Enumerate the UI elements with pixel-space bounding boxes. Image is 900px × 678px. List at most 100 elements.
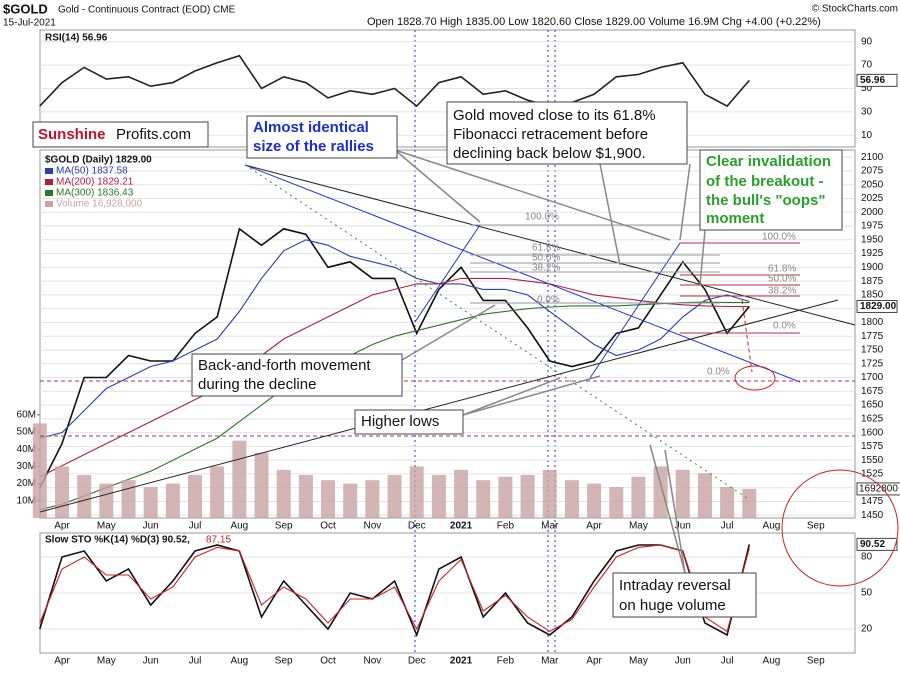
arrow — [599, 163, 621, 266]
x-tick-label: Aug — [230, 656, 248, 667]
volume-bar — [720, 487, 735, 518]
x-tick-label: Jun — [143, 656, 159, 667]
annotation: Gold moved close to its 61.8% — [453, 107, 656, 124]
annotation: declining back below $1,900. — [453, 145, 646, 162]
series-line — [39, 227, 750, 489]
x-tick-label: Jul — [721, 521, 734, 532]
x-tick-label: Feb — [497, 521, 515, 532]
x-tick-label: Sep — [275, 656, 293, 667]
target-circle — [734, 365, 776, 391]
series-line — [39, 544, 750, 633]
y2-tick-label: 20M — [17, 478, 36, 489]
y-tick-label: 90 — [861, 36, 873, 47]
x-tick-label: Jul — [189, 656, 202, 667]
volume-bar — [476, 480, 491, 518]
annotation: moment — [706, 210, 764, 227]
annotation-box — [699, 149, 843, 231]
trend-line — [414, 224, 481, 323]
annotation: Back-and-forth movement — [198, 357, 371, 374]
arrow — [462, 375, 601, 416]
volume-bar — [542, 469, 557, 518]
annotations: Sunshine Profits.com Almost identical si… — [32, 101, 843, 618]
arrow — [394, 149, 671, 241]
y-tick-label: 10 — [861, 130, 873, 141]
arrow — [394, 149, 481, 223]
y-tick-label: 2000 — [861, 207, 884, 218]
x-tick-label: May — [97, 521, 116, 532]
annotation-box — [246, 115, 398, 159]
y-tick-label: 2025 — [861, 193, 884, 204]
fib-label: 50.0% — [768, 274, 796, 285]
volume-bar — [697, 473, 712, 518]
header: $GOLD Gold - Continuous Contract (EOD) C… — [3, 1, 898, 28]
x-tick-label: Jul — [721, 656, 734, 667]
volume-bar — [675, 469, 690, 518]
trend-line — [244, 164, 801, 383]
panel-title: RSI(14) 56.96 — [45, 33, 108, 44]
volume-bar — [121, 480, 136, 518]
y-tick-label: 50 — [861, 588, 873, 599]
annotation-box — [446, 101, 688, 165]
y-tick-label: 70 — [861, 60, 873, 71]
volume-bar — [143, 487, 158, 518]
x-tick-label: Jun — [675, 656, 691, 667]
y-tick-label: 1775 — [861, 331, 884, 342]
y2-tick-label: 30M — [17, 461, 36, 472]
volume-bar — [498, 476, 513, 518]
x-tick-label: Aug — [230, 521, 248, 532]
fib-label: 61.8% — [532, 243, 560, 254]
last-value-box — [856, 299, 898, 313]
series-line — [39, 54, 750, 108]
fib-label: 100.0% — [762, 232, 796, 243]
volume-bar — [343, 483, 358, 518]
last-volume: 1692800 — [859, 484, 898, 495]
volume-bar — [631, 476, 646, 518]
x-tick-label: Jun — [675, 521, 691, 532]
x-tick-label: Oct — [320, 656, 336, 667]
x-tick-label: Aug — [763, 656, 781, 667]
fib-label: 38.2% — [768, 286, 796, 297]
volume-bar — [365, 480, 380, 518]
volume-bar — [387, 475, 402, 518]
panel-title-value: 87.15 — [206, 535, 231, 546]
annotation: on huge volume — [619, 597, 726, 614]
y-tick-label: 30 — [861, 107, 873, 118]
quote: Open 1828.70 High 1835.00 Low 1820.60 Cl… — [367, 16, 821, 28]
x-tick-label: May — [629, 656, 648, 667]
volume-bar — [32, 423, 47, 518]
projection-line — [741, 299, 753, 373]
volume-bar — [742, 488, 757, 518]
y-tick-label: 1475 — [861, 496, 884, 507]
annotation-box — [612, 572, 757, 618]
x-tick-label: Jun — [143, 521, 159, 532]
x-tick-label: Dec — [408, 656, 426, 667]
volume-bar — [232, 440, 247, 518]
legend-label: Volume 16,928,000 — [56, 199, 143, 210]
volume-bar — [454, 469, 469, 518]
trend-line — [244, 164, 856, 326]
x-tick-label: Nov — [363, 521, 381, 532]
y-tick-label: 1850 — [861, 290, 884, 301]
y-tick-label: 20 — [861, 624, 873, 635]
y-tick-label: 50 — [861, 83, 873, 94]
trend-line — [39, 299, 839, 513]
annotation: Fibonacci retracement before — [453, 126, 648, 143]
fib-label: 61.8% — [768, 264, 796, 275]
x-tick-label: Sep — [275, 521, 293, 532]
x-tick-label: May — [629, 521, 648, 532]
volume-bar — [254, 452, 269, 518]
annotation: Clear invalidation — [706, 153, 831, 170]
annotation: the bull's "oops" — [706, 192, 825, 209]
volume-bar — [431, 475, 446, 518]
y-tick-label: 1650 — [861, 400, 884, 411]
arrow — [401, 304, 496, 361]
y-tick-label: 1450 — [861, 510, 884, 521]
y-tick-label: 80 — [861, 552, 873, 563]
volume-bar — [321, 480, 336, 518]
symbol: $GOLD — [3, 1, 48, 16]
y2-tick-label: 60M — [17, 409, 36, 420]
volume-bar — [409, 466, 424, 518]
legend-label: MA(300) 1836.43 — [56, 188, 134, 199]
